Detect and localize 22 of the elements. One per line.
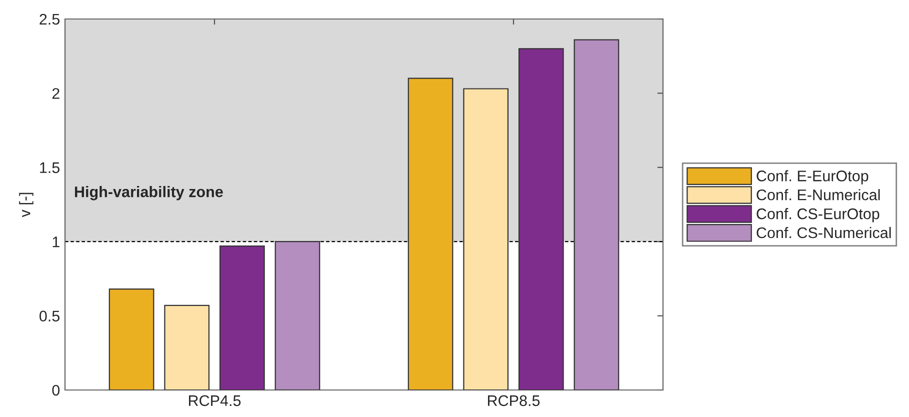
legend-label: Conf. CS-EurOtop — [756, 208, 880, 222]
y-tick-label: 0.5 — [40, 310, 60, 322]
bar — [574, 39, 620, 390]
y-tick-label: 0 — [52, 384, 60, 396]
x-tick-label: RCP4.5 — [189, 395, 241, 406]
bar — [108, 288, 154, 390]
bar — [518, 48, 564, 390]
y-tick-label: 2.5 — [40, 14, 60, 25]
bar — [164, 304, 210, 390]
legend-label: Conf. CS-Numerical — [756, 226, 891, 238]
bar — [408, 78, 454, 390]
y-tick-label: 1.5 — [40, 162, 60, 174]
legend-label: Conf. E-EurOtop — [756, 170, 868, 184]
x-tick-label: RCP8.5 — [488, 395, 540, 406]
bar — [274, 241, 320, 390]
legend-label: Conf. E-Numerical — [756, 189, 880, 200]
y-tick-label: 2 — [52, 88, 60, 99]
band-label: High-variability zone — [74, 186, 223, 200]
bar — [463, 88, 509, 390]
y-tick-label: 1 — [52, 236, 60, 248]
bar — [219, 245, 265, 390]
y-axis-title: v [-] — [19, 192, 34, 218]
